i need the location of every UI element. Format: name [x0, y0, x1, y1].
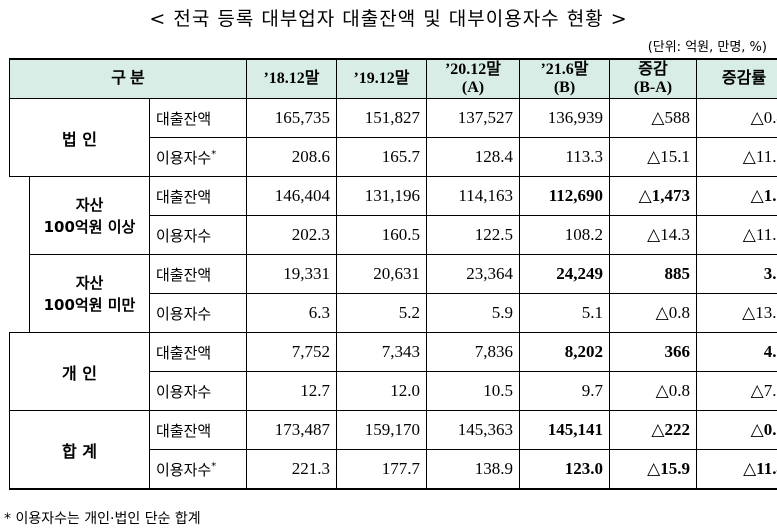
unit-label: (단위: 억원, 만명, %): [647, 40, 767, 55]
cell-value: 202.3: [246, 215, 337, 255]
table-row: 이용자수* 208.6 165.7 128.4 113.3 △15.1 △11.…: [10, 137, 777, 177]
cell-value: 177.7: [336, 449, 427, 490]
cell-value: 122.5: [426, 215, 520, 255]
table-row: 자산 100억원 이상 대출잔액 146,404 131,196 114,163 …: [9, 176, 777, 333]
group-asset-over: 자산 100억원 이상: [29, 176, 150, 255]
cell-value: △1.3: [696, 176, 777, 216]
item-label: 대출잔액: [149, 332, 247, 372]
cell-value: 3.8: [696, 254, 777, 294]
table-row: 이용자수 202.3 160.5 122.5 108.2 △14.3 △11.7: [10, 215, 777, 255]
cell-value: △15.9: [609, 449, 697, 490]
item-label: 대출잔액: [149, 176, 247, 216]
cell-value: △11.4: [696, 449, 777, 490]
table-title: < 전국 등록 대부업자 대출잔액 및 대부이용자수 현황 >: [149, 8, 628, 30]
header-category: 구 분: [9, 58, 247, 99]
cell-value: 20,631: [336, 254, 427, 294]
cell-value: 113.3: [519, 137, 610, 177]
header-col-change: 증감 (B-A): [609, 58, 697, 99]
cell-value: 7,836: [426, 332, 520, 372]
header-col-rate: 증감률: [696, 58, 777, 99]
header-col-2018: ’18.12말: [246, 58, 337, 99]
cell-value: 137,527: [426, 98, 520, 138]
cell-value: 159,170: [336, 410, 427, 450]
cell-value: 12.0: [336, 371, 427, 411]
cell-value: △588: [609, 98, 697, 138]
indent-gutter: [9, 176, 30, 333]
cell-value: 10.5: [426, 371, 520, 411]
table-row: 합 계 대출잔액 173,487 159,170 145,363 145,141…: [9, 410, 777, 490]
table-row: 이용자수 12.7 12.0 10.5 9.7 △0.8 △7.6: [10, 371, 777, 411]
cell-value: 145,363: [426, 410, 520, 450]
table-row: 자산 100억원 미만 대출잔액 19,331 20,631 23,364 24,…: [10, 254, 777, 333]
cell-value: 885: [609, 254, 697, 294]
cell-value: △222: [609, 410, 697, 450]
cell-value: 173,487: [246, 410, 337, 450]
cell-value: 5.9: [426, 293, 520, 333]
cell-value: 160.5: [336, 215, 427, 255]
cell-value: 165.7: [336, 137, 427, 177]
cell-value: 146,404: [246, 176, 337, 216]
cell-value: 114,163: [426, 176, 520, 216]
cell-value: 5.1: [519, 293, 610, 333]
cell-value: 6.3: [246, 293, 337, 333]
cell-value: △11.7: [696, 215, 777, 255]
group-asset-under: 자산 100억원 미만: [29, 254, 150, 333]
item-label: 이용자수: [149, 293, 247, 333]
cell-value: △1,473: [609, 176, 697, 216]
item-label: 대출잔액: [149, 254, 247, 294]
cell-value: △11.8: [696, 137, 777, 177]
cell-value: 131,196: [336, 176, 427, 216]
cell-value: 8,202: [519, 332, 610, 372]
footnote: * 이용자수는 개인·법인 단순 합계: [4, 511, 201, 527]
item-label: 이용자수*: [149, 449, 247, 490]
header-col-2021: ’21.6말 (B): [519, 58, 610, 99]
group-individual: 개 인: [9, 332, 150, 411]
cell-value: 151,827: [336, 98, 427, 138]
table-row: 법 인 대출잔액 165,735 151,827 137,527 136,939…: [9, 98, 777, 177]
table-row: 이용자수* 221.3 177.7 138.9 123.0 △15.9 △11.…: [10, 449, 777, 490]
header-col-2020: ’20.12말 (A): [426, 58, 520, 99]
cell-value: 136,939: [519, 98, 610, 138]
cell-value: 208.6: [246, 137, 337, 177]
header-col-2019: ’19.12말: [336, 58, 427, 99]
cell-value: 366: [609, 332, 697, 372]
cell-value: △15.1: [609, 137, 697, 177]
table-row: 이용자수 6.3 5.2 5.9 5.1 △0.8 △13.6: [10, 293, 777, 333]
cell-value: △0.8: [609, 293, 697, 333]
cell-value: 5.2: [336, 293, 427, 333]
item-label: 이용자수*: [149, 137, 247, 177]
cell-value: 24,249: [519, 254, 610, 294]
cell-value: 221.3: [246, 449, 337, 490]
cell-value: △0.8: [609, 371, 697, 411]
item-label: 대출잔액: [149, 410, 247, 450]
cell-value: △0.4: [696, 98, 777, 138]
cell-value: 7,752: [246, 332, 337, 372]
cell-value: 108.2: [519, 215, 610, 255]
cell-value: 19,331: [246, 254, 337, 294]
item-label: 이용자수: [149, 371, 247, 411]
cell-value: 4.7: [696, 332, 777, 372]
cell-value: 145,141: [519, 410, 610, 450]
cell-value: 138.9: [426, 449, 520, 490]
item-label: 대출잔액: [149, 98, 247, 138]
cell-value: △0.2: [696, 410, 777, 450]
cell-value: 12.7: [246, 371, 337, 411]
cell-value: 23,364: [426, 254, 520, 294]
table-row: 개 인 대출잔액 7,752 7,343 7,836 8,202 366 4.7: [9, 332, 777, 411]
cell-value: 9.7: [519, 371, 610, 411]
cell-value: △14.3: [609, 215, 697, 255]
header-row: 구 분 ’18.12말 ’19.12말 ’20.12말 (A) ’21.6말 (B)…: [9, 58, 777, 99]
group-total: 합 계: [9, 410, 150, 490]
cell-value: △7.6: [696, 371, 777, 411]
cell-value: 112,690: [519, 176, 610, 216]
item-label: 이용자수: [149, 215, 247, 255]
cell-value: △13.6: [696, 293, 777, 333]
cell-value: 128.4: [426, 137, 520, 177]
cell-value: 7,343: [336, 332, 427, 372]
cell-value: 165,735: [246, 98, 337, 138]
cell-value: 123.0: [519, 449, 610, 490]
group-corp: 법 인: [9, 98, 150, 177]
loan-status-table: 구 분 ’18.12말 ’19.12말 ’20.12말 (A) ’21.6말 (B)…: [9, 58, 777, 490]
